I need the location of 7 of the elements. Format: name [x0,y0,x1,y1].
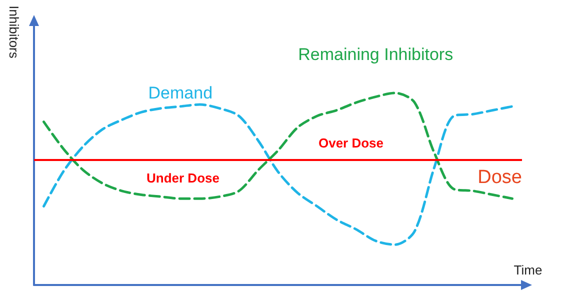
text: Remaining Inhibitors [298,45,454,64]
ref-line-label: Dose [478,167,522,188]
annotation: Over Dose [318,136,384,150]
y-axis-title: Inhibitors [6,6,22,59]
series-label: Demand [148,83,213,102]
x-axis-title: Time [514,262,542,278]
annotation: Under Dose [146,170,220,186]
